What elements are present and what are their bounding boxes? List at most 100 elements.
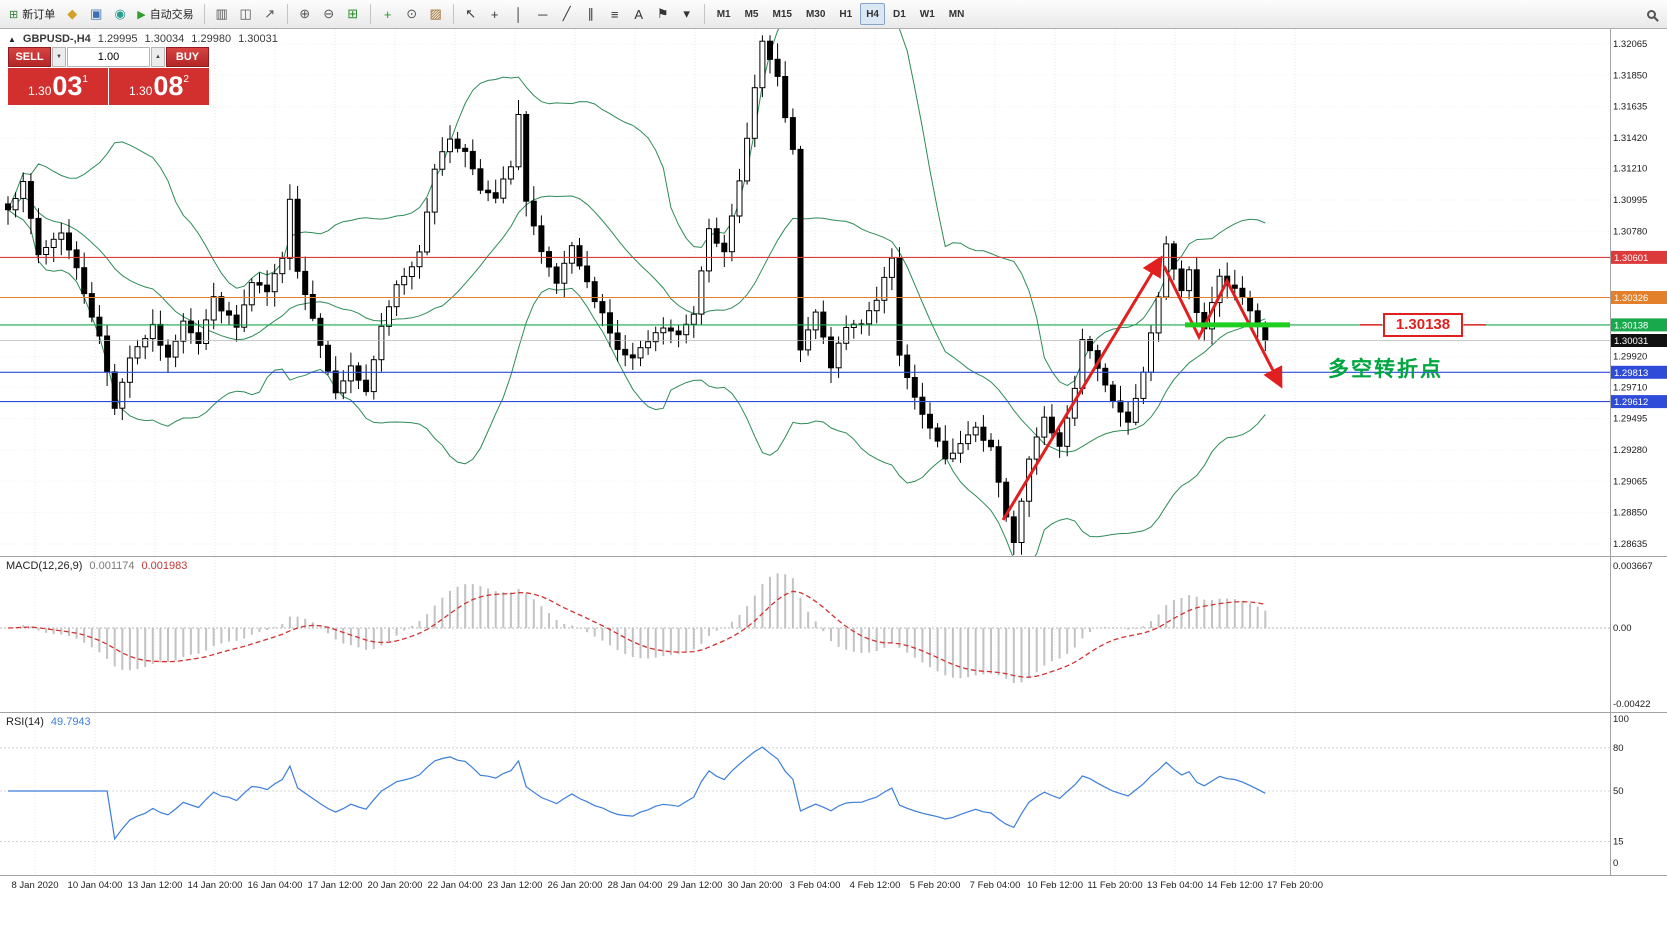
candlestick-chart-icon: ◫ <box>239 6 252 21</box>
candlestick-chart-button[interactable]: ◫ <box>235 3 257 25</box>
shapes-dropdown-button[interactable]: ▾ <box>676 3 698 25</box>
crosshair-icon: + <box>490 6 499 22</box>
rsi-panel: 100 80 50 15 0 RSI(14) 49.7943 <box>0 712 1667 875</box>
vertical-line-icon: │ <box>514 6 523 22</box>
time-axis-label: 22 Jan 04:00 <box>427 880 483 891</box>
svg-text:1.31420: 1.31420 <box>1613 133 1647 144</box>
time-axis-label: 10 Feb 12:00 <box>1027 880 1083 891</box>
rsi-header: RSI(14) 49.7943 <box>6 716 91 728</box>
sell-price-display[interactable]: 1.30031 <box>8 68 108 105</box>
bar-chart-icon: ▥ <box>215 6 228 21</box>
macd-header: MACD(12,26,9) 0.001174 0.001983 <box>6 560 187 572</box>
market-watch-button[interactable]: ◉ <box>109 3 131 25</box>
time-axis-label: 20 Jan 20:00 <box>367 880 423 891</box>
price-high: 1.30034 <box>144 33 185 45</box>
tile-windows-icon: ⊞ <box>347 6 359 21</box>
svg-text:1.29710: 1.29710 <box>1613 382 1647 393</box>
zoom-out-button[interactable]: ⊖ <box>318 3 340 25</box>
time-axis-label: 7 Feb 04:00 <box>969 880 1021 891</box>
time-axis-label: 17 Feb 20:00 <box>1267 880 1323 891</box>
svg-text:1.29920: 1.29920 <box>1613 352 1647 363</box>
main-chart-canvas[interactable]: 1.32065 1.31850 1.31635 1.31420 1.31210 1.309… <box>0 29 1667 556</box>
fibonacci-icon: ≡ <box>610 6 619 22</box>
toolbar-separator <box>703 4 705 24</box>
fibonacci-button[interactable]: ≡ <box>604 3 626 25</box>
collapse-trade-panel-icon[interactable]: ▲ <box>8 34 16 44</box>
arrows-button[interactable]: ⚑ <box>652 3 674 25</box>
vertical-line-button[interactable]: │ <box>508 3 530 25</box>
line-chart-button[interactable]: ↗ <box>259 3 281 25</box>
symbol-info: ▲ GBPUSD-,H4 1.29995 1.30034 1.29980 1.3… <box>8 33 278 45</box>
time-axis-label: 8 Jan 2020 <box>11 880 59 891</box>
timeframe-button-M15[interactable]: M15 <box>772 8 792 20</box>
time-axis-label: 14 Jan 20:00 <box>187 880 243 891</box>
templates-button[interactable]: ▨ <box>425 3 447 25</box>
toolbar-separator <box>203 4 205 24</box>
macd-value-signal: 0.001983 <box>141 560 188 572</box>
sell-price-sup: 1 <box>82 73 88 85</box>
bar-chart-button[interactable]: ▥ <box>211 3 233 25</box>
timeframe-button-M30[interactable]: M30 <box>805 8 826 20</box>
timeframe-button-M1[interactable]: M1 <box>716 8 731 20</box>
zoom-out-icon: ⊖ <box>323 6 335 21</box>
autotrading-button[interactable]: ▶ 自动交易 <box>137 8 194 22</box>
macd-canvas[interactable]: 0.003667 0.00 -0.00422 <box>0 557 1667 712</box>
toolbar-separator <box>452 4 454 24</box>
zoom-in-icon: ⊕ <box>299 6 311 21</box>
timeframe-button-H4[interactable]: H4 <box>860 3 885 25</box>
periods-icon: ⊙ <box>406 6 418 21</box>
time-axis-label: 4 Feb 12:00 <box>849 880 901 891</box>
buy-button[interactable]: BUY <box>166 47 209 67</box>
macd-value-main: 0.001174 <box>89 560 135 572</box>
svg-text:1.31850: 1.31850 <box>1613 70 1647 81</box>
time-axis[interactable]: 8 Jan 2020 10 Jan 04:00 13 Jan 12:00 14 Jan… <box>0 875 1667 896</box>
timeframe-button-W1[interactable]: W1 <box>919 8 935 20</box>
trend-arrow-annotation <box>1001 255 1283 521</box>
channel-icon: ∥ <box>587 6 594 21</box>
timeframe-button-H1[interactable]: H1 <box>839 8 853 20</box>
svg-text:0.003667: 0.003667 <box>1613 561 1653 572</box>
rsi-canvas[interactable]: 100 80 50 15 0 <box>0 713 1667 875</box>
cursor-button[interactable]: ↖ <box>460 3 482 25</box>
sell-button[interactable]: SELL <box>8 47 51 67</box>
timeframe-button-M5[interactable]: M5 <box>744 8 759 20</box>
price-callout[interactable]: 1.30138 <box>1383 312 1463 337</box>
search-button[interactable] <box>1640 3 1662 25</box>
svg-text:1.29280: 1.29280 <box>1613 445 1647 456</box>
trendline-button[interactable]: ╱ <box>556 3 578 25</box>
volume-increase-button[interactable]: ▲ <box>151 47 165 67</box>
periods-button[interactable]: ⊙ <box>401 3 423 25</box>
new-order-button[interactable]: ⊞ 新订单 <box>9 8 56 22</box>
svg-text:80: 80 <box>1613 743 1624 754</box>
sell-price-head: 1.30 <box>28 83 52 98</box>
timeframe-button-D1[interactable]: D1 <box>893 8 906 20</box>
volume-decrease-button[interactable]: ▼ <box>52 47 66 67</box>
text-button[interactable]: A <box>628 3 650 25</box>
svg-text:0: 0 <box>1613 858 1618 869</box>
indicators-add-button[interactable]: + <box>377 3 399 25</box>
svg-text:1.32065: 1.32065 <box>1613 39 1647 50</box>
crosshair-button[interactable]: + <box>484 3 506 25</box>
one-click-trading-panel: SELL ▼ ▲ BUY 1.30031 1.30082 <box>8 47 209 105</box>
svg-text:1.30138: 1.30138 <box>1614 320 1648 331</box>
tile-windows-button[interactable]: ⊞ <box>342 3 364 25</box>
svg-text:0.00: 0.00 <box>1613 623 1632 634</box>
market-watch-icon: ◉ <box>114 6 126 21</box>
cursor-icon: ↖ <box>465 6 477 21</box>
volume-input[interactable] <box>67 47 150 67</box>
profiles-button[interactable]: ▣ <box>85 3 107 25</box>
autotrading-play-icon: ▶ <box>137 8 146 21</box>
zoom-in-button[interactable]: ⊕ <box>294 3 316 25</box>
channel-button[interactable]: ∥ <box>580 3 602 25</box>
horizontal-line-icon: ─ <box>538 6 548 22</box>
note-text[interactable]: 多空转折点 <box>1328 357 1443 381</box>
svg-text:1.30031: 1.30031 <box>1614 336 1648 347</box>
horizontal-line-button[interactable]: ─ <box>532 3 554 25</box>
new-chart-button[interactable]: ◆ <box>61 3 83 25</box>
time-axis-label: 10 Jan 04:00 <box>67 880 123 891</box>
toolbar-separator <box>369 4 371 24</box>
timeframe-button-MN[interactable]: MN <box>948 8 965 20</box>
buy-price-display[interactable]: 1.30082 <box>109 68 209 105</box>
toolbar: ⊞ 新订单 ◆ ▣ ◉ ▶ 自动交易 ▥ ◫ ↗ ⊕ ⊖ ⊞ + ⊙ ▨ ↖ + │ ─ ╱ ∥ ≡ A ⚑ ▾ M1 M5 M15 M3… <box>0 0 1667 29</box>
